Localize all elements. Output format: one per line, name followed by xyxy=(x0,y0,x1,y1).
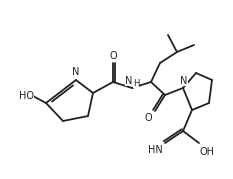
Text: HO: HO xyxy=(18,91,34,101)
Text: H: H xyxy=(133,79,139,88)
Text: OH: OH xyxy=(199,147,215,157)
Text: O: O xyxy=(144,113,152,123)
Text: O: O xyxy=(109,51,117,61)
Text: N: N xyxy=(72,67,80,77)
Text: N: N xyxy=(125,76,133,86)
Text: N: N xyxy=(180,76,188,86)
Text: HN: HN xyxy=(148,145,162,155)
